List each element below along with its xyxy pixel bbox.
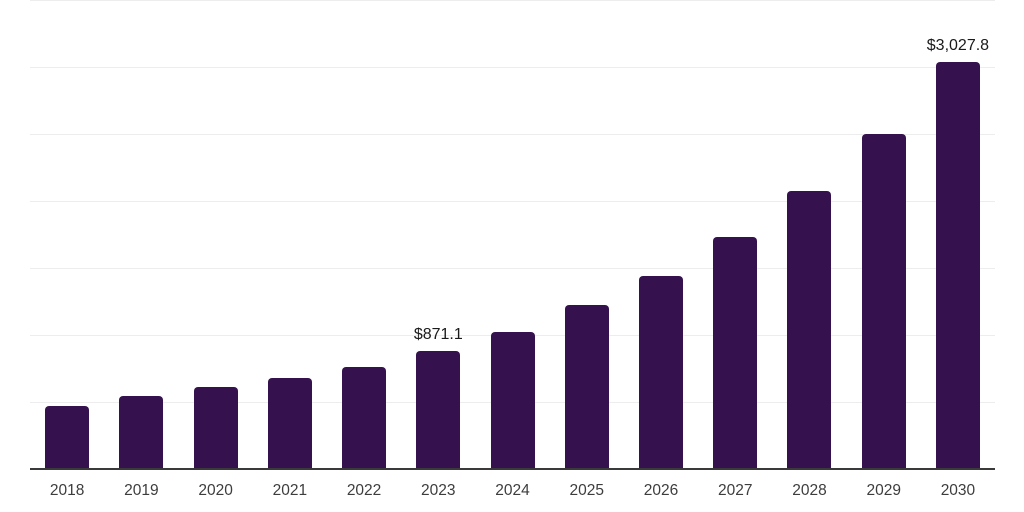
gridline [30, 134, 995, 135]
x-tick-label-2026: 2026 [643, 482, 679, 499]
gridline [30, 268, 995, 269]
bar-column-2024 [475, 0, 549, 468]
bar-column-2026 [624, 0, 698, 468]
bar-column-2027 [698, 0, 772, 468]
bar-2028 [787, 191, 832, 468]
bar-2022 [342, 367, 387, 468]
x-tick-label-2027: 2027 [717, 482, 753, 499]
gridline [30, 0, 995, 1]
bar-value-label-2030: $3,027.8 [926, 37, 990, 55]
bar-2025 [564, 305, 609, 468]
bar-2018 [45, 406, 90, 468]
bar-2019 [119, 396, 164, 468]
x-tick-label-2025: 2025 [569, 482, 604, 499]
gridline [30, 201, 995, 202]
x-tick-label-2019: 2019 [124, 482, 159, 499]
bar-column-2019 [104, 0, 178, 468]
x-axis-labels: 2018 2019 2020 2021 2022 2023 2024 2025 2026 2027… [30, 482, 995, 500]
x-tick-label-2029: 2029 [866, 482, 901, 499]
bar-column-2018 [30, 0, 104, 468]
gridline [30, 67, 995, 68]
bar-2024 [490, 332, 535, 468]
bar-value-label-2023: $871.1 [413, 326, 463, 344]
bar-column-2023: $871.1 [401, 0, 475, 468]
x-tick-label-2023: 2023 [421, 482, 456, 499]
bar-2030 [935, 62, 980, 468]
x-tick-label-2020: 2020 [198, 482, 233, 499]
plot-area: $871.1 $3,027.8 [30, 0, 995, 470]
x-tick-label-2021: 2021 [272, 482, 308, 499]
bar-2021 [267, 377, 312, 468]
bar-column-2025 [550, 0, 624, 468]
bar-column-2022 [327, 0, 401, 468]
x-tick-label-2018: 2018 [49, 482, 85, 499]
x-tick-label-2030: 2030 [940, 482, 976, 499]
x-tick-label-2024: 2024 [495, 482, 530, 499]
bar-2023 [416, 351, 461, 468]
bar-column-2028 [772, 0, 846, 468]
x-tick-label-2022: 2022 [346, 482, 382, 499]
bar-2026 [638, 275, 683, 468]
x-tick-label-2028: 2028 [792, 482, 827, 499]
bar-2020 [193, 386, 238, 468]
bar-column-2021 [253, 0, 327, 468]
bar-column-2030: $3,027.8 [921, 0, 995, 468]
bar-2029 [861, 133, 906, 468]
bars-layer: $871.1 $3,027.8 [30, 0, 995, 468]
bar-column-2029 [847, 0, 921, 468]
x-axis-line [30, 468, 995, 470]
bar-2027 [713, 236, 758, 468]
bar-column-2020 [178, 0, 252, 468]
